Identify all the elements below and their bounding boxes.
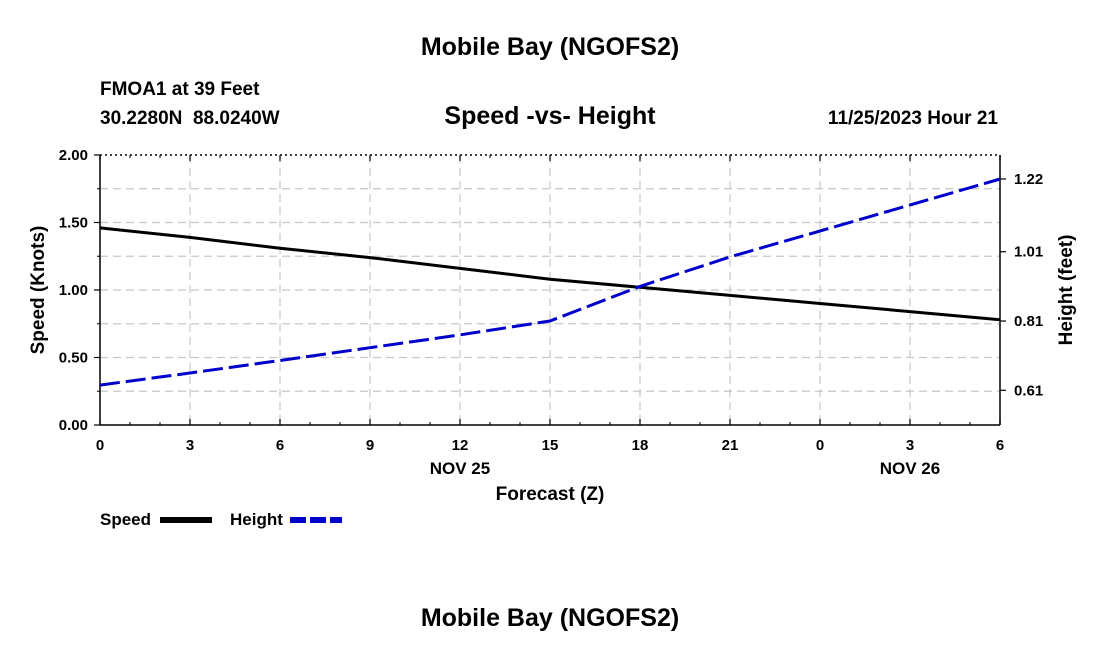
y-tick-label: 1.00 xyxy=(59,282,88,299)
x-tick-label: 3 xyxy=(906,437,914,454)
y2-tick-label: 0.81 xyxy=(1014,313,1043,330)
page-title: Mobile Bay (NGOFS2) xyxy=(421,33,679,61)
x-tick-label: 0 xyxy=(816,437,824,454)
forecast-timestamp: 11/25/2023 Hour 21 xyxy=(828,108,998,129)
y2-tick-label: 0.61 xyxy=(1014,382,1043,399)
station-label: FMOA1 at 39 Feet xyxy=(100,79,260,100)
axes: 0 3 6 9 12 15 18 21 0 3 6 NOV 25 NOV 26 0.00 0.50 1.00 1… xyxy=(59,147,1043,478)
x-tick-label: 9 xyxy=(366,437,374,454)
x-date-label: NOV 26 xyxy=(880,459,940,478)
y-axis-label: Speed (Knots) xyxy=(28,226,49,355)
x-date-label: NOV 25 xyxy=(430,459,490,478)
y-tick-label: 2.00 xyxy=(59,147,88,164)
series-lines xyxy=(99,177,1001,387)
legend-label-speed: Speed xyxy=(100,510,151,529)
station-coords: 30.2280N 88.0240W xyxy=(100,108,280,129)
y2-axis-label: Height (feet) xyxy=(1056,235,1077,346)
grid-lines xyxy=(100,155,1000,425)
chart-title: Speed -vs- Height xyxy=(444,102,656,130)
series-line-speed xyxy=(99,226,1001,322)
x-tick-label: 3 xyxy=(186,437,194,454)
x-tick-label: 0 xyxy=(96,437,104,454)
y-tick-label: 0.50 xyxy=(59,350,88,367)
x-tick-label: 18 xyxy=(632,437,649,454)
legend: Speed Height xyxy=(100,510,342,529)
legend-label-height: Height xyxy=(230,510,283,529)
x-tick-label: 12 xyxy=(452,437,469,454)
x-tick-label: 6 xyxy=(996,437,1004,454)
y-tick-label: 1.50 xyxy=(59,215,88,232)
series-line-height xyxy=(99,177,1001,387)
x-tick-label: 15 xyxy=(542,437,559,454)
footer-title: Mobile Bay (NGOFS2) xyxy=(421,604,679,632)
y2-tick-label: 1.01 xyxy=(1014,244,1043,261)
x-tick-label: 6 xyxy=(276,437,284,454)
y2-tick-label: 1.22 xyxy=(1014,171,1043,188)
x-axis-label: Forecast (Z) xyxy=(496,484,605,505)
x-tick-label: 21 xyxy=(722,437,739,454)
y-tick-label: 0.00 xyxy=(59,417,88,434)
